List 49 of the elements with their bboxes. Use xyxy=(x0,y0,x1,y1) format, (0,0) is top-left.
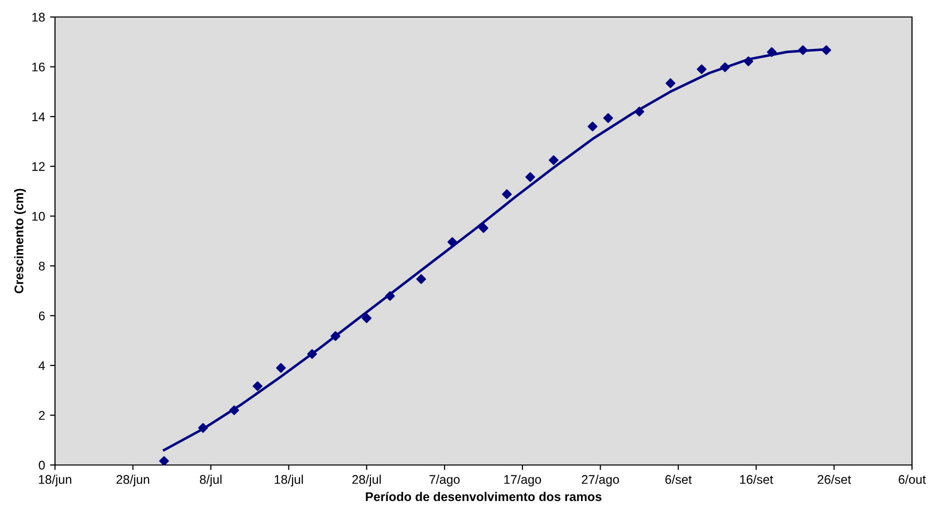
point xyxy=(229,405,240,416)
y-tick-label: 12 xyxy=(32,162,45,171)
x-tick-label: 27/ago xyxy=(582,474,619,486)
x-tick-label: 6/out xyxy=(898,474,926,484)
y-tick-label: 10 xyxy=(32,212,45,221)
point xyxy=(766,47,777,57)
y-tick-label: 16 xyxy=(32,62,45,72)
y-tick-label: 0 xyxy=(38,460,45,470)
point xyxy=(821,45,832,55)
y-tick-label: 6 xyxy=(38,311,45,320)
x-tick-label: 26/set xyxy=(818,474,852,484)
point xyxy=(198,423,208,433)
point xyxy=(307,349,317,359)
x-tick-label: 28/jun xyxy=(116,474,150,486)
y-tick-label: 8 xyxy=(38,262,45,271)
point xyxy=(416,274,426,284)
point xyxy=(159,456,169,465)
point xyxy=(798,45,808,55)
point xyxy=(666,78,676,88)
x-tick-label: 7/ago xyxy=(430,474,460,486)
point xyxy=(525,172,536,182)
y-axis-title: Crescimento (cm) xyxy=(14,188,26,294)
point xyxy=(744,56,754,66)
x-tick-label: 18/jul xyxy=(274,474,303,486)
y-tick-label: 2 xyxy=(38,411,45,420)
point xyxy=(385,291,395,301)
y-tick-label: 4 xyxy=(38,361,45,370)
point xyxy=(276,363,286,373)
point xyxy=(330,331,340,341)
point xyxy=(478,223,488,233)
x-tick-label: 17/ago xyxy=(504,474,542,486)
point xyxy=(588,122,598,132)
y-tick-label: 14 xyxy=(32,112,45,122)
x-axis-title: Período de desenvolvimento dos ramos xyxy=(366,492,602,502)
point xyxy=(447,237,458,247)
point xyxy=(634,106,644,116)
point xyxy=(502,189,512,200)
x-tick-label: 6/set xyxy=(665,474,692,484)
point xyxy=(252,381,262,391)
point xyxy=(696,64,707,74)
point xyxy=(720,62,730,72)
point xyxy=(548,155,558,165)
y-tick-label: 18 xyxy=(32,12,45,22)
x-tick-label: 8/jul xyxy=(200,474,222,486)
point xyxy=(362,313,372,324)
x-tick-label: 18/jun xyxy=(38,474,72,486)
x-tick-label: 16/set xyxy=(740,474,774,484)
x-tick-label: 28/jul xyxy=(352,474,381,486)
point xyxy=(603,113,614,123)
